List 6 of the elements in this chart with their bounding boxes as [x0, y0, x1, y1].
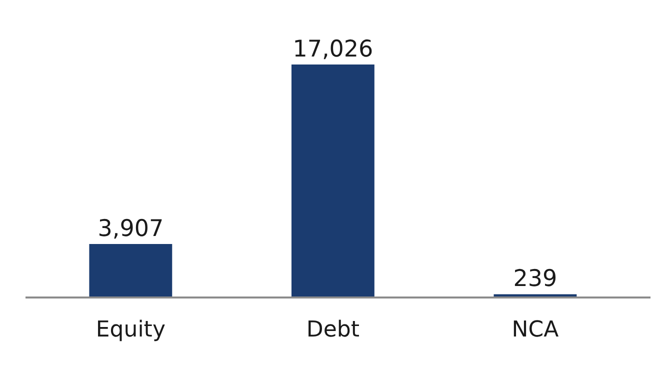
- data-label: 239: [513, 266, 558, 292]
- data-label: 3,907: [98, 216, 164, 242]
- x-tick-label: Debt: [306, 318, 360, 342]
- data-label: 17,026: [292, 36, 374, 63]
- x-tick-label: NCA: [512, 318, 559, 342]
- x-tick-label: Equity: [96, 318, 166, 342]
